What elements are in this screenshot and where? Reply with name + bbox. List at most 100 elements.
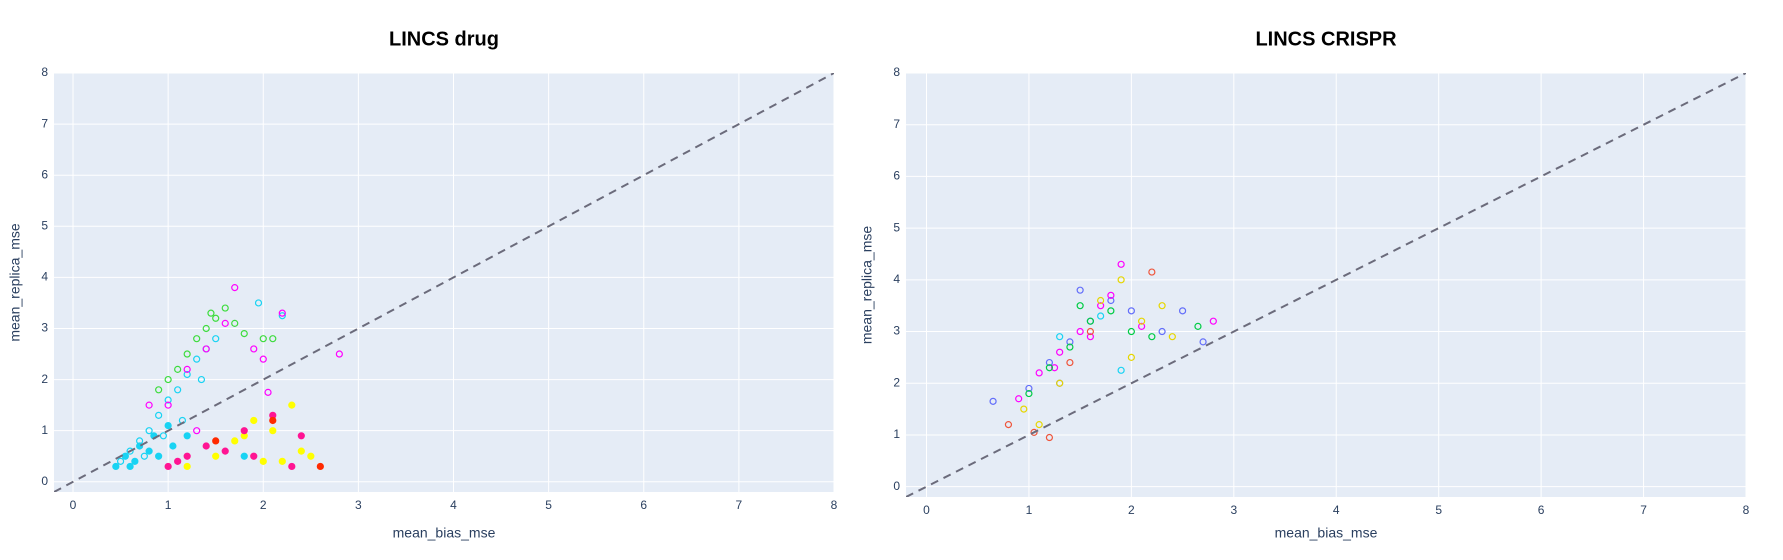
point: [164, 401, 172, 409]
point: [240, 427, 248, 435]
point: [174, 365, 182, 373]
y-tick-label: 4: [893, 272, 900, 286]
x-tick-label: 3: [355, 498, 362, 512]
y-tick-label: 0: [41, 474, 48, 488]
x-tick-label: 5: [545, 498, 552, 512]
point: [278, 312, 286, 320]
point: [231, 319, 239, 327]
y-tick-label: 2: [893, 375, 900, 389]
x-tick-label: 4: [450, 498, 457, 512]
point: [155, 411, 163, 419]
point: [183, 462, 191, 471]
point: [1045, 433, 1054, 442]
point: [1045, 358, 1054, 367]
point: [140, 452, 148, 460]
point: [193, 427, 201, 435]
point: [1066, 343, 1074, 351]
point: [1025, 389, 1033, 398]
point: [1107, 307, 1115, 315]
point: [212, 314, 220, 322]
point: [307, 452, 315, 460]
point: [1097, 296, 1105, 305]
y-tick-label: 6: [41, 167, 48, 181]
point: [1148, 333, 1156, 341]
point: [116, 457, 125, 465]
x-axis-title: mean_bias_mse: [1275, 525, 1378, 541]
x-tick-label: 1: [165, 498, 172, 512]
reference-line: [54, 73, 834, 492]
point: [989, 397, 997, 405]
point: [183, 365, 191, 373]
point: [259, 457, 267, 465]
y-tick-label: 8: [893, 65, 900, 79]
point: [145, 401, 153, 409]
y-tick-label: 7: [893, 117, 900, 131]
point: [335, 350, 343, 358]
point: [1199, 338, 1207, 346]
point: [264, 388, 272, 396]
point: [1138, 322, 1146, 330]
point: [1178, 307, 1187, 315]
point: [250, 452, 258, 460]
point: [202, 324, 210, 333]
x-tick-label: 6: [1538, 503, 1545, 517]
point: [1127, 327, 1135, 336]
point: [278, 309, 286, 317]
point: [174, 457, 182, 465]
point: [126, 462, 134, 471]
point: [1158, 327, 1166, 336]
point: [1030, 428, 1038, 436]
point: [1158, 302, 1166, 310]
point: [207, 309, 215, 317]
point: [131, 457, 139, 465]
point: [269, 416, 277, 425]
x-tick-label: 5: [1435, 503, 1442, 517]
plot-area: [906, 73, 1746, 497]
point: [212, 452, 220, 460]
x-tick-label: 4: [1333, 503, 1340, 517]
point: [231, 437, 239, 445]
y-axis-title: mean_replica_mse: [859, 226, 875, 344]
y-tick-label: 5: [41, 218, 48, 232]
point: [231, 284, 239, 292]
x-axis-title: mean_bias_mse: [393, 525, 496, 541]
x-tick-label: 3: [1230, 503, 1237, 517]
point: [164, 421, 172, 430]
y-tick-label: 3: [41, 321, 48, 335]
point: [240, 452, 248, 460]
chart-title: LINCS CRISPR: [1255, 28, 1397, 50]
point: [202, 345, 210, 353]
point: [1097, 312, 1105, 320]
point: [1209, 317, 1217, 325]
point: [197, 375, 206, 384]
x-tick-label: 0: [923, 503, 930, 517]
point: [1035, 369, 1043, 377]
point: [269, 335, 277, 343]
point: [159, 432, 167, 440]
point: [259, 335, 267, 343]
point: [221, 447, 229, 455]
point: [1086, 327, 1094, 336]
point: [297, 447, 305, 455]
point: [121, 452, 129, 460]
point: [1117, 276, 1125, 284]
point: [1148, 268, 1156, 276]
y-tick-label: 2: [41, 372, 48, 386]
chart-title: LINCS drug: [389, 28, 499, 50]
x-tick-label: 2: [260, 498, 267, 512]
point: [183, 370, 191, 379]
point: [1025, 384, 1033, 393]
point: [288, 401, 296, 409]
reference-line: [906, 73, 1746, 497]
point: [250, 345, 258, 353]
point: [1107, 296, 1115, 305]
point: [164, 396, 172, 404]
plot-area: [54, 73, 834, 492]
point: [155, 452, 163, 460]
point: [1127, 353, 1135, 361]
x-tick-label: 7: [1640, 503, 1647, 517]
point: [1066, 358, 1074, 367]
x-tick-label: 6: [640, 498, 647, 512]
point: [212, 335, 220, 343]
